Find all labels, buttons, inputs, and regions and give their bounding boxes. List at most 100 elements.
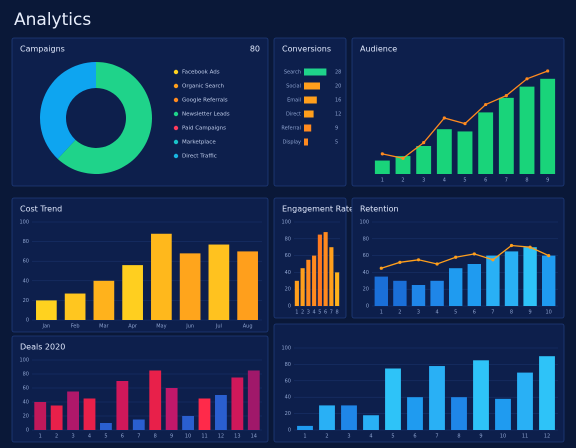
y-tick-label: 80 — [363, 236, 369, 242]
y-tick-label: 100 — [281, 346, 291, 352]
x-tick-label: 4 — [88, 434, 91, 440]
bar — [247, 370, 260, 430]
y-tick-label: 20 — [23, 414, 29, 420]
x-tick-label: 1 — [303, 434, 306, 440]
x-tick-label: Jun — [185, 324, 194, 330]
bar — [36, 300, 57, 320]
x-tick-label: 13 — [234, 434, 240, 440]
panel-title: Conversions — [282, 45, 331, 54]
bar — [498, 97, 514, 174]
value-label: 12 — [335, 112, 341, 118]
bar — [319, 405, 335, 430]
line-point — [547, 254, 551, 258]
y-tick-label: 20 — [23, 298, 29, 304]
y-tick-label: 0 — [288, 428, 291, 434]
legend-dot — [173, 69, 179, 75]
x-tick-label: 6 — [121, 434, 124, 440]
bar — [395, 156, 411, 174]
legend-dot — [173, 83, 179, 89]
bar — [132, 419, 145, 430]
bar — [341, 405, 357, 430]
bar — [385, 368, 401, 430]
x-tick-label: 2 — [398, 310, 401, 316]
x-tick-label: Feb — [71, 324, 80, 330]
y-tick-label: 0 — [288, 304, 291, 310]
x-tick-label: 8 — [457, 434, 460, 440]
value-label: 28 — [335, 70, 341, 76]
bar — [231, 377, 244, 430]
bar — [407, 397, 423, 430]
x-tick-label: 3 — [347, 434, 350, 440]
bar — [215, 395, 227, 430]
x-tick-label: 8 — [525, 178, 528, 184]
x-tick-label: 8 — [336, 310, 339, 316]
x-tick-label: 9 — [529, 310, 532, 316]
x-tick-label: 7 — [330, 310, 333, 316]
x-tick-label: 5 — [391, 434, 394, 440]
bar — [304, 82, 320, 90]
bar — [504, 251, 519, 306]
y-tick-label: 80 — [285, 362, 291, 368]
value-label: 9 — [335, 126, 338, 132]
bar — [304, 138, 308, 146]
x-tick-label: May — [156, 324, 166, 330]
x-tick-label: 5 — [104, 434, 107, 440]
x-tick-label: 9 — [479, 434, 482, 440]
bar — [294, 280, 299, 306]
bar — [495, 398, 511, 430]
panel-title: Cost Trend — [20, 205, 62, 214]
x-tick-label: 6 — [484, 178, 487, 184]
y-tick-label: 20 — [285, 287, 291, 293]
legend-label: Organic Search — [182, 84, 225, 90]
bar — [523, 247, 537, 306]
bar — [67, 391, 79, 430]
legend-dot — [173, 125, 179, 131]
bar — [363, 415, 379, 430]
x-tick-label: 14 — [251, 434, 257, 440]
line-point — [398, 260, 402, 264]
bar — [182, 416, 194, 430]
panel — [273, 197, 347, 319]
bar — [297, 425, 313, 430]
bar — [100, 423, 112, 430]
x-tick-label: 6 — [324, 310, 327, 316]
legend-dot — [173, 97, 179, 103]
line-point — [422, 141, 426, 145]
x-tick-label: 9 — [170, 434, 173, 440]
y-tick-label: 0 — [366, 304, 369, 310]
bar — [335, 272, 340, 306]
x-tick-label: Jul — [215, 324, 222, 330]
page-title: Analytics — [14, 10, 91, 30]
x-tick-label: 3 — [422, 178, 425, 184]
legend-dot — [173, 153, 179, 159]
panel-title: Deals 2020 — [20, 343, 65, 352]
x-tick-label: 1 — [381, 178, 384, 184]
x-tick-label: 2 — [325, 434, 328, 440]
y-tick-label: Display — [283, 140, 301, 146]
bar — [93, 280, 115, 320]
bar — [149, 370, 162, 430]
x-tick-label: 5 — [463, 178, 466, 184]
bar — [304, 96, 317, 104]
bar — [323, 232, 328, 306]
bar — [519, 86, 535, 174]
line — [381, 244, 549, 269]
bar — [374, 276, 388, 306]
line-point — [442, 116, 446, 120]
y-tick-label: 80 — [23, 239, 29, 245]
legend-label: Direct Traffic — [182, 154, 217, 160]
y-tick-label: 40 — [285, 395, 291, 401]
x-tick-label: 10 — [185, 434, 191, 440]
line-point — [484, 102, 488, 107]
legend-dot — [173, 111, 179, 117]
bar — [430, 280, 444, 306]
line-point — [546, 69, 550, 73]
bar — [306, 259, 311, 306]
x-tick-label: 8 — [510, 310, 513, 316]
bar — [457, 131, 473, 174]
y-tick-label: Email — [287, 98, 301, 104]
line-point — [435, 262, 439, 266]
bar — [517, 372, 533, 430]
bar — [50, 405, 63, 430]
